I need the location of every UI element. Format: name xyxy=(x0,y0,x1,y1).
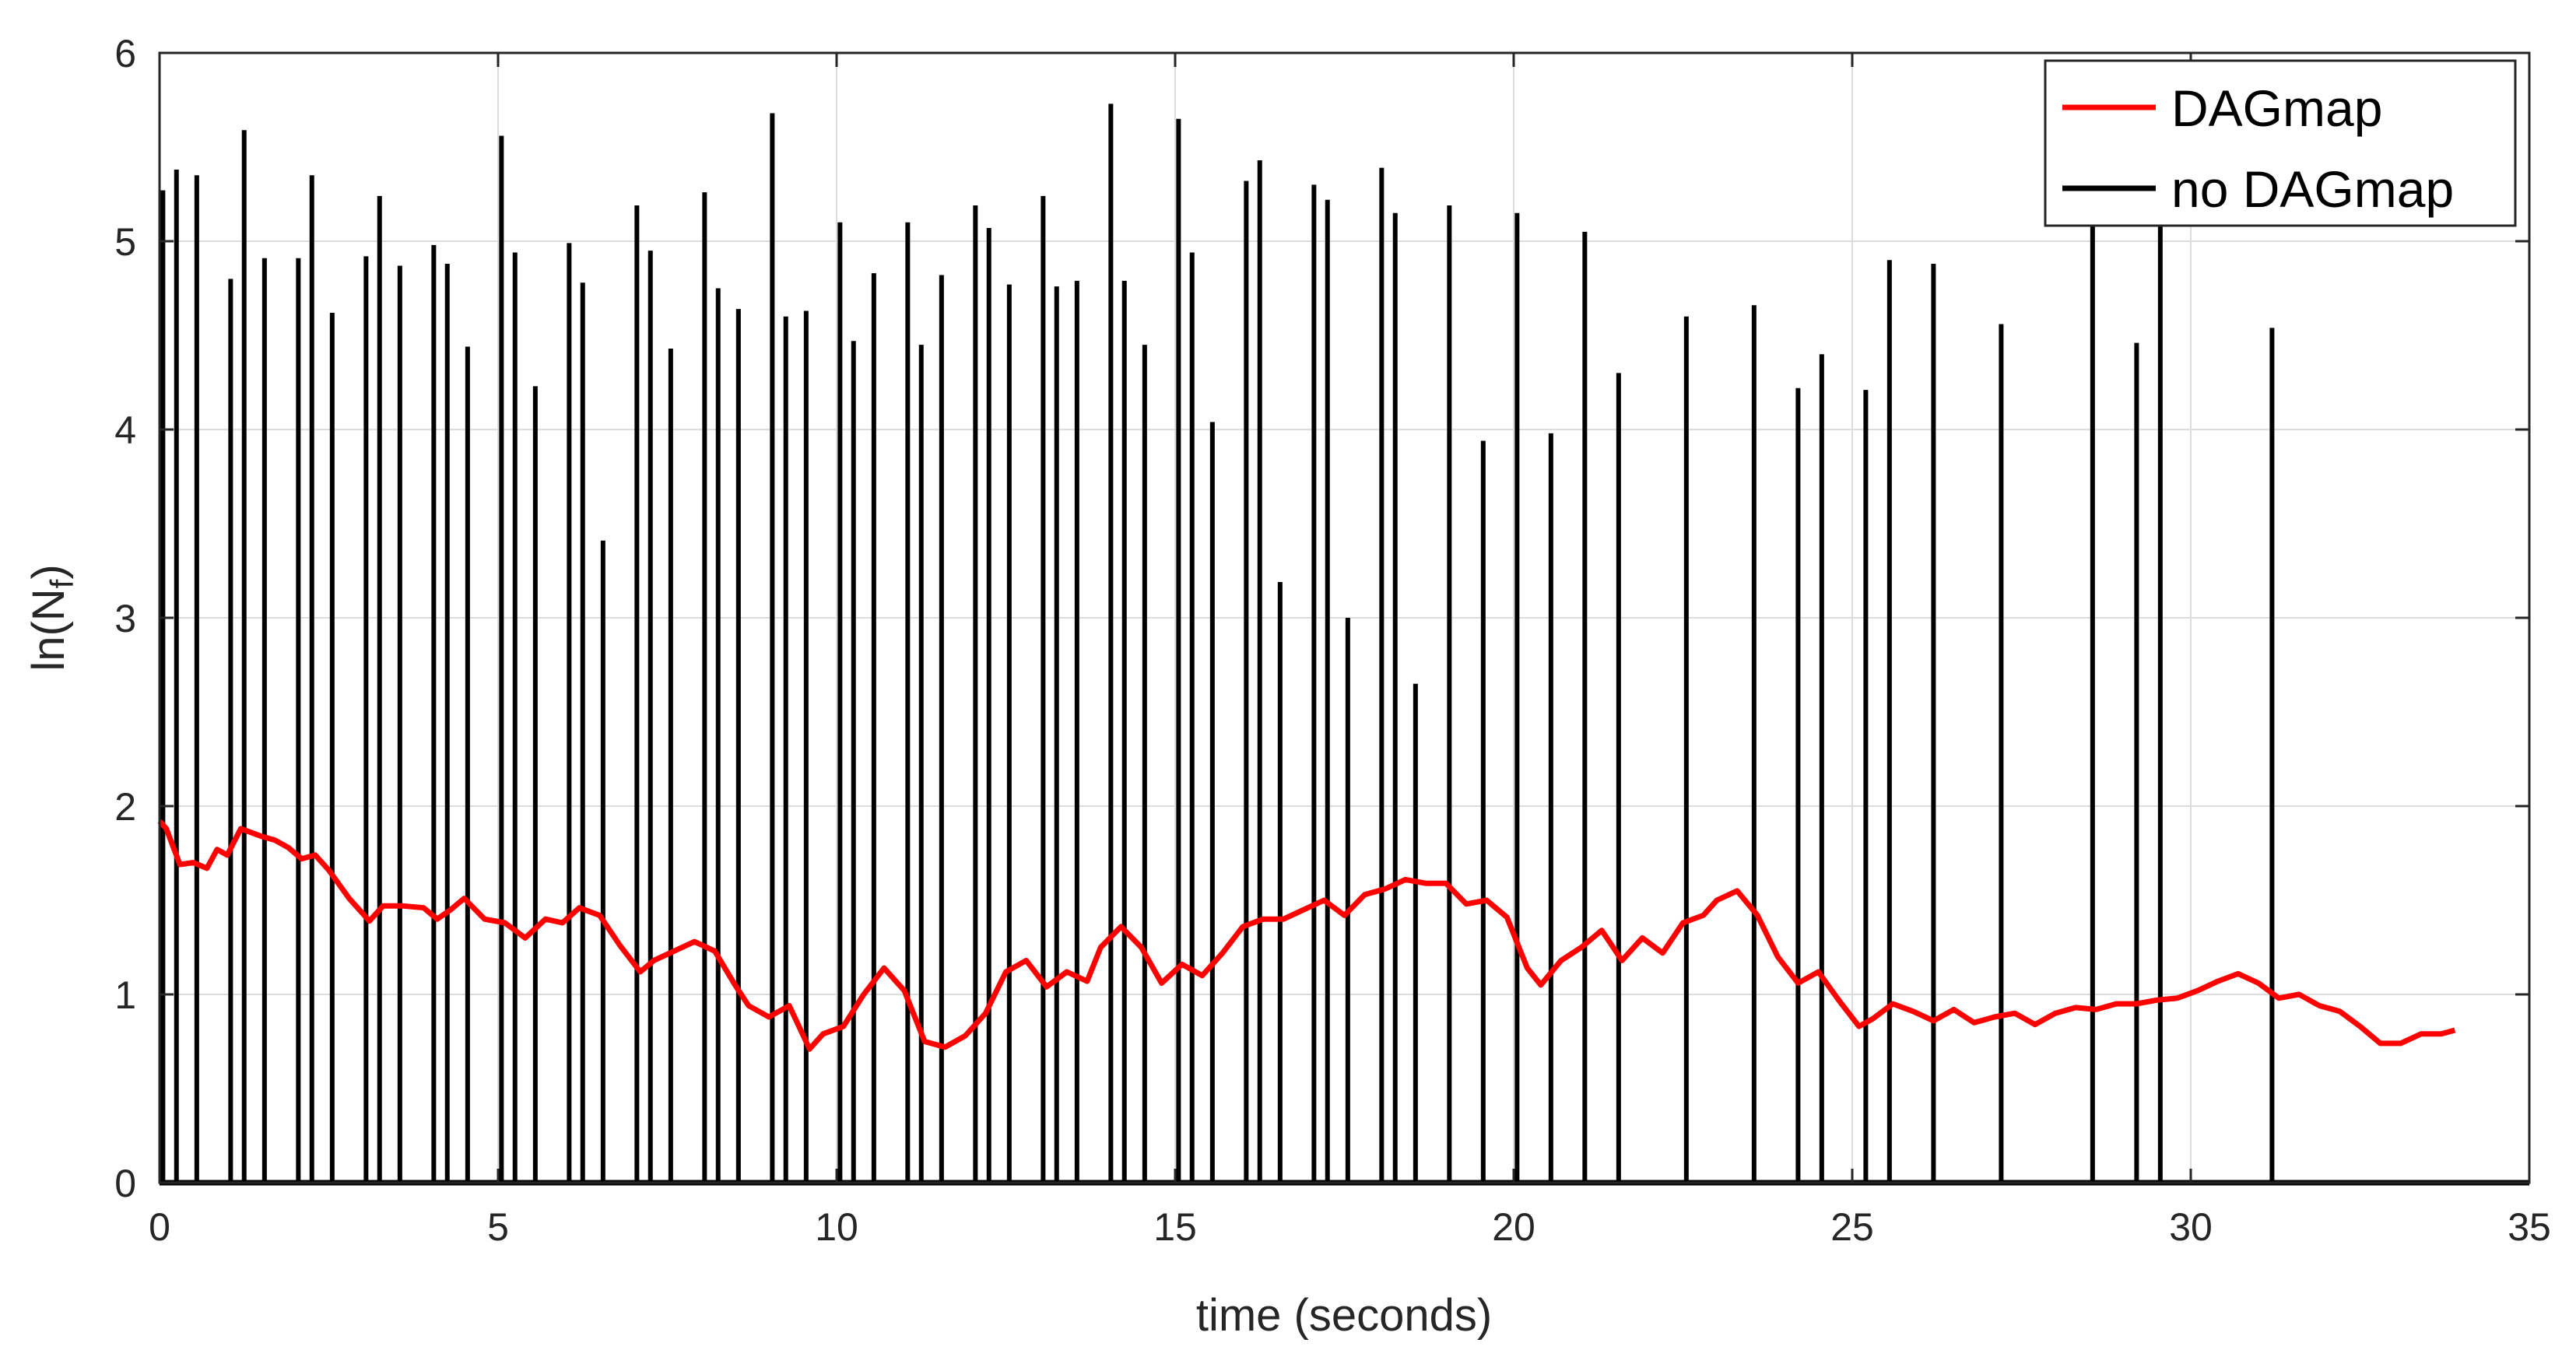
y-axis-label: ln(Nf) xyxy=(23,564,80,671)
legend-box xyxy=(2044,59,2517,227)
y-axis-label-main: ln(N xyxy=(23,588,74,671)
y-tick-label: 6 xyxy=(114,32,136,75)
y-axis-label-close: ) xyxy=(23,564,74,579)
y-tick-label: 5 xyxy=(114,220,136,264)
series-dagmap-line xyxy=(157,819,2456,1052)
x-tick-label: 30 xyxy=(2169,1205,2213,1249)
y-tick-label: 4 xyxy=(114,409,136,452)
x-tick-label: 25 xyxy=(1830,1205,1874,1249)
x-tick-label: 5 xyxy=(487,1205,509,1249)
legend-label-no-dagmap: no DAGmap xyxy=(2171,160,2454,218)
y-axis-label-subscript: f xyxy=(44,579,80,588)
x-tick-label: 15 xyxy=(1153,1205,1197,1249)
legend: DAGmap no DAGmap xyxy=(2044,59,2517,227)
x-axis-label: time (seconds) xyxy=(1196,1290,1492,1341)
x-tick-label: 10 xyxy=(815,1205,858,1249)
y-tick-label: 2 xyxy=(114,785,136,829)
y-tick-label: 0 xyxy=(114,1162,136,1205)
legend-label-dagmap: DAGmap xyxy=(2171,79,2382,137)
y-tick-label: 1 xyxy=(114,973,136,1017)
y-tick-label: 3 xyxy=(114,597,136,640)
x-tick-label: 20 xyxy=(1492,1205,1535,1249)
axis-ticks xyxy=(158,51,2531,1184)
x-tick-label: 0 xyxy=(149,1205,170,1249)
tick-labels: 0 5 10 15 20 25 30 35 0 1 2 3 4 5 6 xyxy=(114,32,2551,1249)
x-tick-label: 35 xyxy=(2508,1205,2551,1249)
